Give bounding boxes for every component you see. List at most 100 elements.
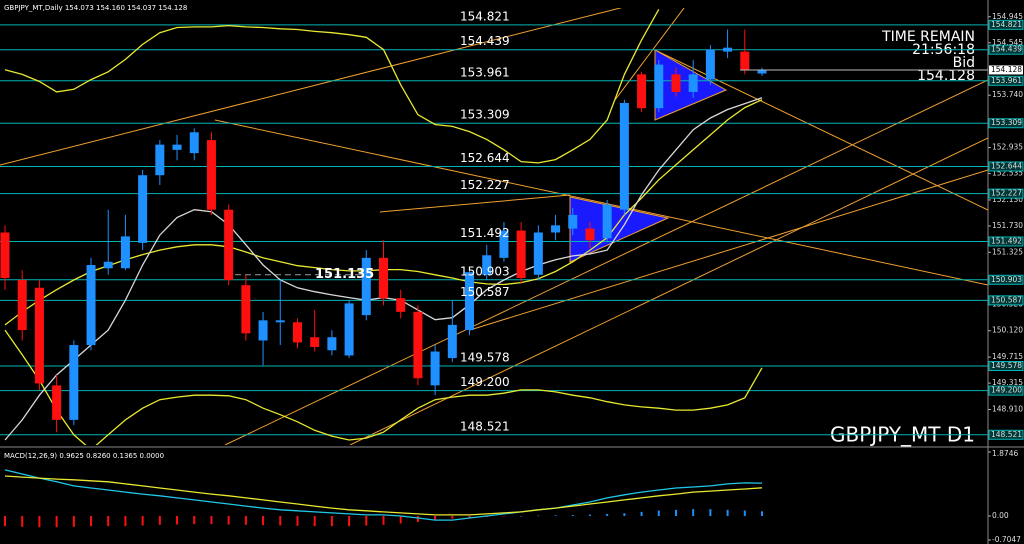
- candle-body: [189, 132, 199, 154]
- level-label: 149.200: [460, 375, 510, 389]
- level-price-label: 153.309: [991, 118, 1022, 127]
- trend-line: [0, 8, 623, 166]
- histogram-bar: [90, 515, 93, 527]
- candle-body: [275, 320, 285, 323]
- y-tick-label: 153.740: [992, 90, 1023, 99]
- trend-line: [349, 137, 988, 445]
- histogram-bar: [468, 515, 471, 518]
- info-label: Bid: [953, 55, 975, 71]
- current-price-label: 154.128: [991, 65, 1022, 74]
- level-label: 150.903: [460, 264, 510, 278]
- candle-body: [585, 228, 595, 241]
- histogram-bar: [176, 515, 179, 525]
- candle-body: [705, 49, 715, 80]
- candle-body: [224, 209, 234, 280]
- histogram-bar: [743, 510, 746, 516]
- candle-body: [34, 287, 44, 384]
- level-price-box: [988, 295, 1024, 306]
- candle-body: [413, 311, 423, 379]
- histogram-bar: [537, 515, 540, 517]
- candle-body: [482, 255, 492, 275]
- histogram-bar: [692, 509, 695, 516]
- histogram-bar: [124, 515, 127, 527]
- y-tick-label: 152.935: [992, 143, 1023, 152]
- candle-body: [619, 102, 629, 210]
- y-tick-label: 151.730: [992, 221, 1023, 230]
- histogram-bar: [21, 515, 24, 527]
- level-price-label: 149.578: [991, 361, 1022, 370]
- y-tick-label: 1.8746: [992, 449, 1018, 458]
- level-price-label: 154.439: [991, 45, 1022, 54]
- annotation-label: 151.135: [315, 267, 374, 282]
- candle-body: [138, 175, 148, 243]
- trend-line: [469, 169, 988, 331]
- candle-body: [206, 140, 216, 210]
- histogram-bar: [623, 513, 626, 516]
- candle-body: [516, 230, 526, 279]
- candle-body: [723, 47, 733, 52]
- candle-body: [379, 257, 388, 299]
- trend-line: [224, 79, 988, 445]
- histogram-bar: [72, 515, 75, 527]
- indicator-line: [4, 469, 763, 521]
- histogram-bar: [313, 515, 316, 527]
- indicator-line: [4, 329, 763, 445]
- candle-body: [396, 298, 406, 312]
- level-price-label: 150.587: [991, 295, 1022, 304]
- price-panel: [0, 8, 988, 445]
- candle-body: [361, 257, 371, 316]
- level-price-box: [988, 385, 1024, 396]
- indicator-line: [4, 8, 660, 164]
- histogram-bar: [348, 515, 351, 527]
- candle-body: [258, 320, 268, 341]
- candle-body: [671, 74, 681, 92]
- histogram-bar: [279, 515, 282, 526]
- histogram-bar: [640, 511, 643, 516]
- histogram-bar: [158, 515, 161, 525]
- candle-body: [465, 272, 475, 331]
- histogram-bar: [382, 515, 385, 525]
- triangle-pattern: [569, 196, 670, 263]
- histogram-bar: [4, 515, 6, 527]
- histogram-bar: [193, 515, 196, 525]
- histogram-bar: [210, 515, 213, 525]
- histogram-bar: [434, 515, 437, 521]
- level-price-box: [988, 188, 1024, 199]
- histogram-bar: [227, 515, 230, 525]
- histogram-bar: [588, 514, 591, 516]
- candle-body: [155, 144, 165, 176]
- candle-body: [172, 144, 182, 150]
- histogram-bar: [262, 515, 265, 526]
- level-price-box: [988, 44, 1024, 55]
- level-label: 152.227: [460, 178, 510, 192]
- level-price-label: 152.644: [991, 162, 1022, 171]
- y-tick-label: 152.130: [992, 195, 1023, 204]
- level-price-label: 148.521: [991, 430, 1022, 439]
- candle-body: [757, 69, 767, 74]
- candle-body: [740, 51, 750, 70]
- level-label: 154.821: [460, 9, 510, 23]
- histogram-bar: [365, 515, 368, 526]
- histogram-bar: [520, 515, 523, 517]
- level-price-box: [988, 236, 1024, 247]
- candle-body: [602, 204, 612, 239]
- info-label: TIME REMAIN: [881, 29, 975, 45]
- candle-body: [430, 351, 440, 386]
- trend-line: [379, 194, 571, 213]
- candle-body: [0, 232, 10, 279]
- candle-body: [533, 232, 543, 275]
- level-price-box: [988, 118, 1024, 129]
- y-tick-label: 0.00: [992, 511, 1009, 520]
- histogram-bar: [399, 515, 402, 524]
- histogram-bar: [55, 515, 58, 528]
- histogram-bar: [451, 515, 454, 519]
- candle-body: [292, 322, 302, 343]
- histogram-bar: [709, 509, 712, 516]
- y-tick-label: -0.7047: [992, 535, 1021, 544]
- histogram-bar: [761, 511, 763, 516]
- y-tick-label: 154.545: [992, 38, 1023, 47]
- level-price-box: [988, 274, 1024, 285]
- level-price-label: 153.961: [991, 76, 1022, 85]
- histogram-bar: [726, 509, 729, 516]
- histogram-bar: [657, 510, 660, 516]
